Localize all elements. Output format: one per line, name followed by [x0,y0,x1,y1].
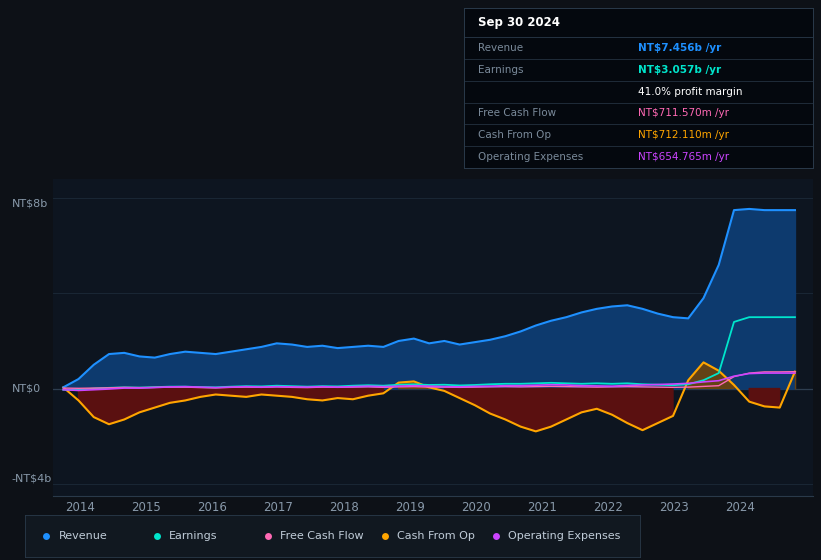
Text: 41.0% profit margin: 41.0% profit margin [639,87,743,97]
Text: Free Cash Flow: Free Cash Flow [478,109,556,119]
Text: Free Cash Flow: Free Cash Flow [280,531,364,541]
Text: NT$3.057b /yr: NT$3.057b /yr [639,65,722,75]
Text: NT$654.765m /yr: NT$654.765m /yr [639,152,729,162]
Text: NT$712.110m /yr: NT$712.110m /yr [639,130,729,141]
Text: Operating Expenses: Operating Expenses [508,531,621,541]
Text: Earnings: Earnings [169,531,218,541]
Text: NT$7.456b /yr: NT$7.456b /yr [639,43,722,53]
Text: NT$8b: NT$8b [11,198,48,208]
Text: NT$0: NT$0 [11,384,41,394]
Text: Revenue: Revenue [478,43,523,53]
Text: Revenue: Revenue [58,531,108,541]
Text: Cash From Op: Cash From Op [478,130,551,141]
Text: Cash From Op: Cash From Op [397,531,475,541]
Text: NT$711.570m /yr: NT$711.570m /yr [639,109,729,119]
Text: Operating Expenses: Operating Expenses [478,152,583,162]
Text: Earnings: Earnings [478,65,523,75]
Text: -NT$4b: -NT$4b [11,474,52,484]
Text: Sep 30 2024: Sep 30 2024 [478,16,560,29]
